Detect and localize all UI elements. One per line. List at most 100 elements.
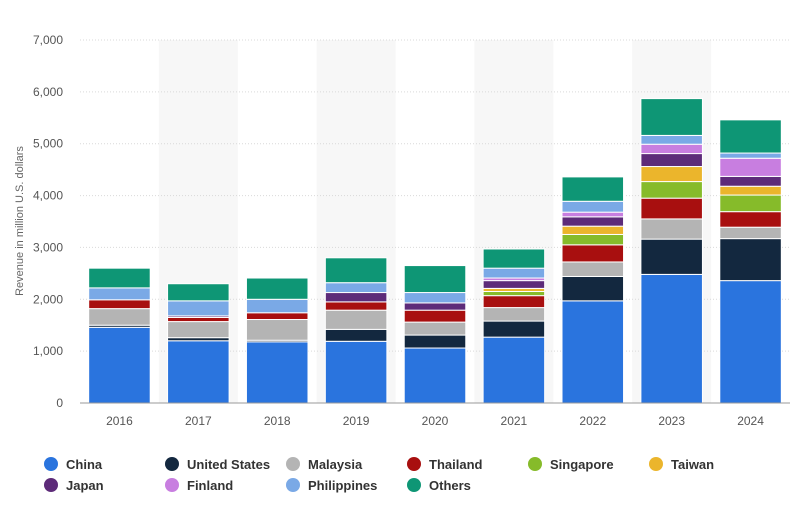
y-tick-label: 3,000: [33, 240, 63, 254]
y-tick-label: 7,000: [33, 33, 63, 47]
bar-segment[interactable]: [324, 340, 388, 404]
bar-segment[interactable]: [561, 211, 625, 218]
legend-label: Philippines: [308, 477, 378, 493]
legend-item[interactable]: Japan: [44, 475, 104, 495]
x-tick-label: 2022: [579, 414, 606, 428]
bar-segment[interactable]: [719, 185, 782, 196]
legend-label: China: [66, 456, 103, 472]
legend-swatch: [407, 478, 421, 492]
bar-segment[interactable]: [640, 181, 703, 199]
bar-segment[interactable]: [640, 238, 703, 275]
bar-segment[interactable]: [245, 298, 309, 314]
bar-segment[interactable]: [403, 309, 467, 323]
legend-item[interactable]: Finland: [165, 475, 233, 495]
legend-item[interactable]: Singapore: [528, 454, 614, 474]
bar-segment[interactable]: [482, 267, 546, 279]
bar-segment[interactable]: [482, 280, 546, 289]
bar-segment[interactable]: [245, 312, 309, 321]
legend-label: Others: [429, 477, 471, 493]
bar-segment[interactable]: [561, 216, 625, 227]
bar-segment[interactable]: [324, 301, 388, 311]
bar-segment[interactable]: [640, 197, 703, 220]
bar-segment[interactable]: [403, 347, 467, 404]
bar-segment[interactable]: [561, 275, 625, 302]
bar-segment[interactable]: [88, 267, 151, 289]
x-tick-label: 2023: [658, 414, 685, 428]
bar-segment[interactable]: [719, 157, 782, 177]
bar-segment[interactable]: [561, 233, 625, 246]
bar-segment[interactable]: [482, 248, 546, 269]
legend-item[interactable]: United States: [165, 454, 270, 474]
legend-label: Thailand: [429, 456, 483, 472]
bar-segment[interactable]: [640, 153, 703, 168]
bar-segment[interactable]: [324, 309, 388, 330]
bar-segment[interactable]: [88, 287, 151, 301]
bar-segment[interactable]: [324, 257, 388, 284]
bar-segment[interactable]: [403, 292, 467, 304]
bar-segment[interactable]: [561, 244, 625, 263]
bar-segment[interactable]: [167, 321, 230, 339]
bar-segment[interactable]: [561, 176, 625, 202]
bar-segment[interactable]: [324, 292, 388, 303]
bar-segment[interactable]: [403, 265, 467, 294]
bar-segment[interactable]: [561, 300, 625, 404]
legend-swatch: [165, 457, 179, 471]
legend-swatch: [528, 457, 542, 471]
bar-segment[interactable]: [245, 341, 309, 404]
legend-label: Finland: [187, 477, 234, 493]
bar-segment[interactable]: [324, 328, 388, 342]
bar-segment[interactable]: [482, 295, 546, 309]
bar-segment[interactable]: [482, 291, 546, 297]
bar-segment[interactable]: [719, 211, 782, 228]
y-tick-label: 2,000: [33, 292, 63, 306]
y-tick-label: 6,000: [33, 85, 63, 99]
bar-segment[interactable]: [561, 225, 625, 235]
legend-swatch: [649, 457, 663, 471]
bar-segment[interactable]: [561, 200, 625, 213]
bar-segment[interactable]: [167, 340, 230, 404]
bar-segment[interactable]: [719, 175, 782, 187]
bar-segment[interactable]: [403, 321, 467, 336]
legend-label: Singapore: [550, 456, 614, 472]
legend-item[interactable]: Others: [407, 475, 471, 495]
legend-item[interactable]: Philippines: [286, 475, 377, 495]
bar-segment[interactable]: [167, 283, 230, 302]
bar-segment[interactable]: [167, 300, 230, 317]
y-axis-ticks: 0 1,000 2,000 3,000 4,000 5,000 6,000 7,000: [33, 33, 63, 410]
bar-segment[interactable]: [640, 166, 703, 183]
bar-segment[interactable]: [640, 273, 703, 404]
bar-segment[interactable]: [88, 326, 151, 404]
legend-swatch: [165, 478, 179, 492]
y-tick-label: 0: [56, 396, 63, 410]
bar-segment[interactable]: [561, 261, 625, 277]
bar-segment[interactable]: [167, 316, 230, 323]
bar-segment[interactable]: [88, 308, 151, 326]
bar-segment[interactable]: [403, 302, 467, 311]
bar-segment[interactable]: [719, 194, 782, 213]
legend-item[interactable]: Malaysia: [286, 454, 362, 474]
bar-segment[interactable]: [719, 238, 782, 282]
bar-segment[interactable]: [719, 119, 782, 154]
bar-segment[interactable]: [245, 319, 309, 341]
stacked-bar-chart: 0 1,000 2,000 3,000 4,000 5,000 6,000 7,000 Rev…: [14, 33, 790, 428]
bar-segment[interactable]: [719, 280, 782, 404]
bar-segment[interactable]: [324, 282, 388, 294]
x-tick-label: 2020: [422, 414, 449, 428]
legend-item[interactable]: China: [44, 454, 102, 474]
bar-segment[interactable]: [482, 320, 546, 338]
legend-item[interactable]: Thailand: [407, 454, 482, 474]
bar-segment[interactable]: [482, 336, 546, 404]
bar-segment[interactable]: [719, 152, 782, 159]
bar-segment[interactable]: [403, 334, 467, 349]
legend-item[interactable]: Taiwan: [649, 454, 714, 474]
bar-segment[interactable]: [245, 277, 309, 300]
bar-segment[interactable]: [640, 143, 703, 155]
bar-segment[interactable]: [719, 226, 782, 240]
y-tick-label: 1,000: [33, 344, 63, 358]
bar-segment[interactable]: [482, 307, 546, 322]
bar-segment[interactable]: [640, 98, 703, 136]
x-tick-label: 2016: [106, 414, 133, 428]
bar-segment[interactable]: [640, 218, 703, 240]
bar-segment[interactable]: [640, 134, 703, 145]
bar-segment[interactable]: [88, 299, 151, 310]
